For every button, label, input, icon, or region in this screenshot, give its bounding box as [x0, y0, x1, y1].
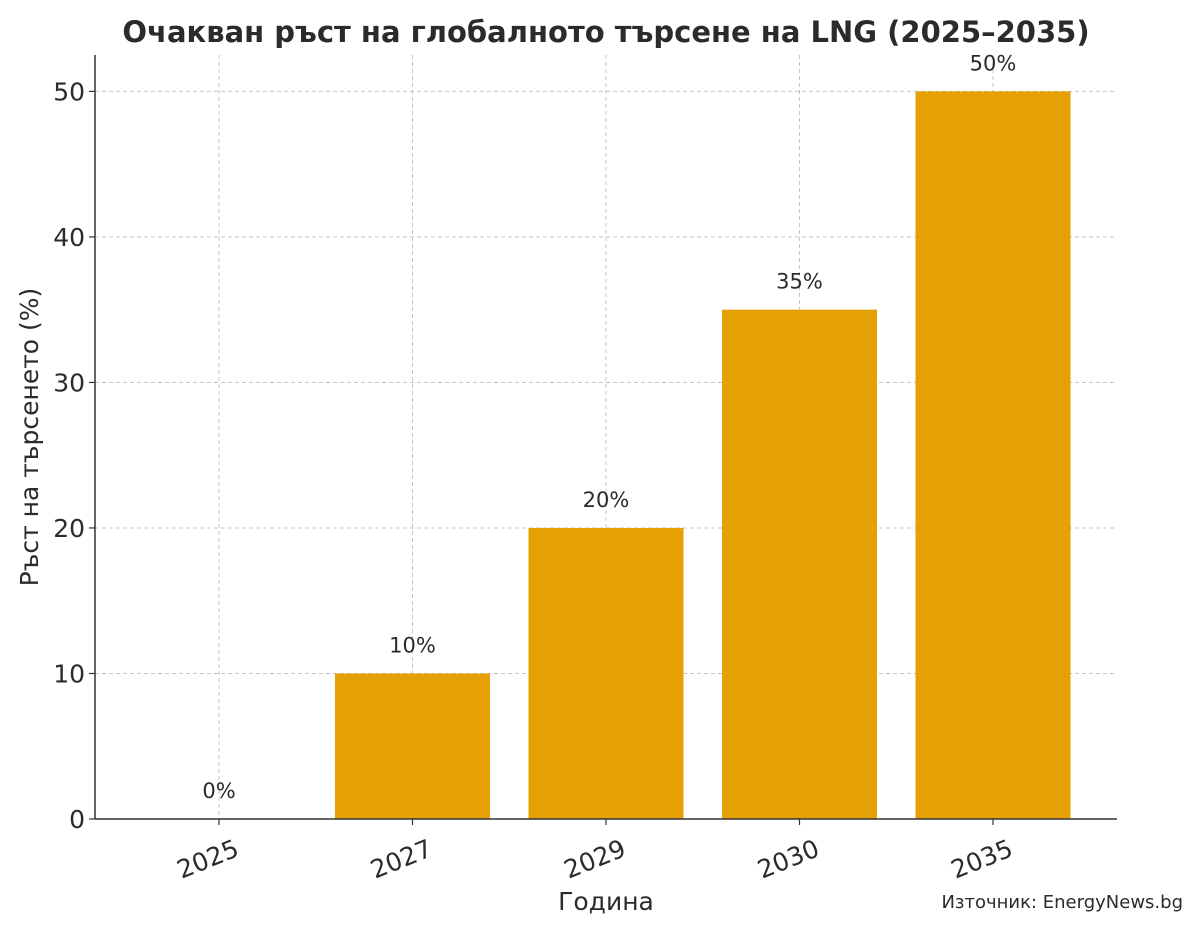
x-tick-label-2029: 2029 — [560, 834, 630, 885]
data-label-2030: 35% — [776, 270, 823, 294]
data-label-2035: 50% — [970, 51, 1017, 75]
y-axis-label: Ръст на търсенето (%) — [15, 288, 44, 587]
bar-2029 — [528, 527, 684, 819]
data-label-2029: 20% — [583, 488, 630, 512]
y-tick-label: 30 — [53, 368, 85, 397]
chart-title: Очакван ръст на глобалното търсене на LN… — [122, 15, 1089, 49]
x-tick-label-2035: 2035 — [947, 834, 1017, 885]
x-tick-label-2025: 2025 — [173, 834, 243, 885]
x-axis-label: Година — [558, 887, 654, 916]
source-note: Източник: EnergyNews.bg — [941, 892, 1183, 913]
bar-layer — [335, 91, 1071, 819]
x-tick-label-2027: 2027 — [366, 834, 436, 885]
y-tick-label: 40 — [53, 223, 85, 252]
y-tick-label: 10 — [53, 659, 85, 688]
y-tick-label: 50 — [53, 77, 85, 106]
y-tick-label: 20 — [53, 514, 85, 543]
bar-2030 — [722, 309, 877, 819]
data-label-2027: 10% — [389, 633, 436, 657]
x-tick-label-2030: 2030 — [753, 834, 823, 885]
data-label-2025: 0% — [202, 779, 235, 803]
bar-2035 — [915, 91, 1071, 819]
y-tick-label: 0 — [69, 805, 85, 834]
bar-2027 — [335, 673, 490, 819]
